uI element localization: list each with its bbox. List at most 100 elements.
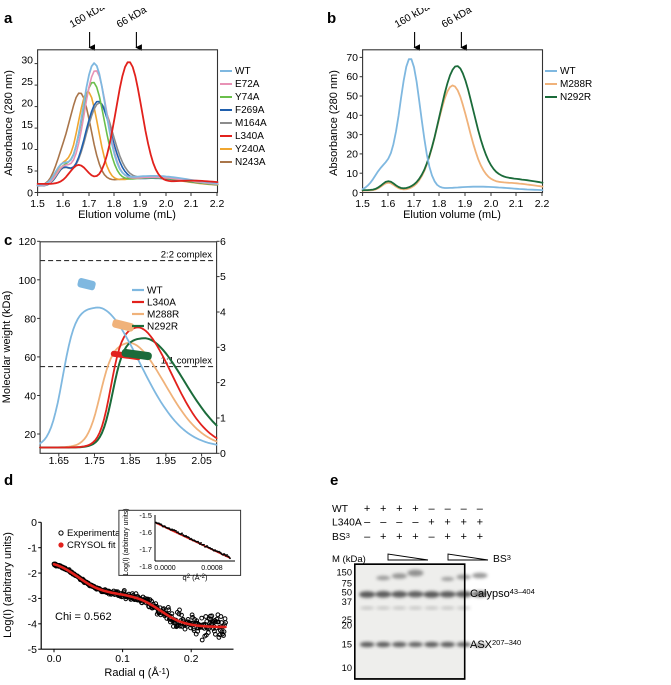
svg-text:Absorbance (280 nm): Absorbance (280 nm) (3, 70, 15, 176)
svg-text:Y240A: Y240A (235, 144, 265, 155)
svg-text:-2: -2 (28, 568, 37, 580)
svg-text:Y74A: Y74A (235, 92, 260, 103)
svg-text:+: + (461, 516, 467, 528)
svg-text:80: 80 (24, 313, 36, 325)
svg-text:N243A: N243A (235, 157, 266, 168)
svg-text:20: 20 (21, 98, 33, 110)
svg-text:M288R: M288R (147, 310, 179, 321)
svg-text:L340A: L340A (332, 517, 362, 528)
svg-text:Log(I) (arbitrary units): Log(I) (arbitrary units) (123, 508, 130, 575)
svg-text:Absorbance (280 nm): Absorbance (280 nm) (328, 70, 340, 176)
svg-text:5: 5 (27, 164, 33, 176)
svg-text:0: 0 (31, 517, 37, 529)
svg-text:100: 100 (18, 275, 36, 287)
svg-text:40: 40 (346, 110, 358, 122)
svg-text:0.0: 0.0 (47, 653, 62, 665)
svg-text:Experimental: Experimental (67, 528, 122, 539)
svg-text:15: 15 (342, 639, 352, 649)
svg-text:+: + (477, 516, 483, 528)
svg-text:2.1: 2.1 (184, 198, 199, 210)
svg-text:Elution volume (mL): Elution volume (mL) (403, 209, 501, 221)
svg-text:160 kDa: 160 kDa (393, 8, 432, 31)
svg-text:CRYSOL fit: CRYSOL fit (67, 540, 116, 551)
svg-text:q2 (Å-2): q2 (Å-2) (183, 573, 208, 582)
svg-text:60: 60 (346, 71, 358, 83)
svg-text:+: + (396, 531, 402, 543)
svg-text:–: – (428, 531, 435, 543)
svg-text:1.5: 1.5 (30, 198, 45, 210)
svg-text:5: 5 (220, 271, 226, 283)
svg-text:1: 1 (220, 413, 226, 425)
svg-text:+: + (428, 516, 434, 528)
svg-text:66 kDa: 66 kDa (115, 8, 149, 31)
svg-text:0.1: 0.1 (115, 653, 130, 665)
svg-text:–: – (477, 503, 484, 515)
svg-text:-1.5: -1.5 (139, 511, 152, 520)
svg-text:1.6: 1.6 (56, 198, 71, 210)
svg-text:+: + (477, 531, 483, 543)
svg-text:E72A: E72A (235, 79, 260, 90)
svg-text:BS3: BS3 (332, 531, 350, 543)
svg-text:ASX207–340: ASX207–340 (470, 638, 521, 651)
svg-text:+: + (461, 531, 467, 543)
svg-text:50: 50 (342, 587, 352, 597)
svg-text:M288R: M288R (560, 79, 592, 90)
svg-text:L340A: L340A (235, 131, 264, 142)
svg-text:Molecular weight (kDa): Molecular weight (kDa) (1, 291, 13, 403)
svg-text:160 kDa: 160 kDa (68, 8, 107, 31)
svg-text:30: 30 (21, 55, 33, 67)
svg-text:2.2: 2.2 (535, 198, 550, 210)
svg-text:2:2 complex: 2:2 complex (161, 250, 212, 261)
svg-text:60: 60 (24, 352, 36, 364)
svg-text:1.6: 1.6 (381, 198, 396, 210)
svg-text:Radial q (Å-1): Radial q (Å-1) (104, 666, 169, 679)
svg-text:20: 20 (24, 429, 36, 441)
svg-text:WT: WT (147, 286, 163, 297)
svg-text:+: + (444, 516, 450, 528)
svg-text:37: 37 (342, 597, 352, 607)
svg-text:+: + (396, 503, 402, 515)
svg-text:2.2: 2.2 (210, 198, 225, 210)
svg-text:F269A: F269A (235, 105, 265, 116)
svg-text:–: – (380, 516, 387, 528)
svg-text:-5: -5 (28, 644, 37, 656)
svg-text:0.0000: 0.0000 (154, 565, 176, 572)
svg-text:66 kDa: 66 kDa (440, 8, 474, 31)
svg-text:WT: WT (560, 66, 576, 77)
svg-text:6: 6 (220, 236, 226, 248)
svg-text:2: 2 (220, 377, 226, 389)
svg-text:+: + (364, 503, 370, 515)
svg-text:-1: -1 (28, 542, 37, 554)
svg-text:M (kDa): M (kDa) (332, 554, 366, 565)
svg-text:-1.6: -1.6 (139, 528, 152, 537)
svg-text:10: 10 (21, 141, 33, 153)
svg-text:L340A: L340A (147, 298, 176, 309)
svg-text:50: 50 (346, 91, 358, 103)
svg-text:+: + (412, 531, 418, 543)
svg-text:70: 70 (346, 52, 358, 64)
svg-text:4: 4 (220, 307, 226, 319)
svg-text:+: + (380, 503, 386, 515)
svg-text:+: + (444, 531, 450, 543)
svg-text:0.2: 0.2 (184, 653, 199, 665)
svg-text:3: 3 (220, 342, 226, 354)
svg-text:M164A: M164A (235, 118, 267, 129)
svg-text:–: – (364, 531, 371, 543)
svg-text:40: 40 (24, 390, 36, 402)
svg-text:-1.8: -1.8 (139, 562, 152, 571)
svg-text:-3: -3 (28, 593, 37, 605)
svg-text:Elution volume (mL): Elution volume (mL) (78, 209, 176, 221)
svg-text:1.5: 1.5 (355, 198, 370, 210)
svg-text:Log(I) (arbitrary units): Log(I) (arbitrary units) (2, 532, 14, 638)
svg-text:25: 25 (21, 76, 33, 88)
svg-text:30: 30 (346, 130, 358, 142)
svg-text:20: 20 (346, 149, 358, 161)
svg-text:WT: WT (235, 66, 251, 77)
svg-text:20: 20 (342, 620, 352, 630)
svg-text:-4: -4 (28, 619, 37, 631)
svg-text:BS3: BS3 (493, 553, 511, 565)
svg-text:120: 120 (18, 236, 36, 248)
svg-text:–: – (396, 516, 403, 528)
svg-text:N292R: N292R (560, 92, 591, 103)
svg-text:2.1: 2.1 (509, 198, 524, 210)
